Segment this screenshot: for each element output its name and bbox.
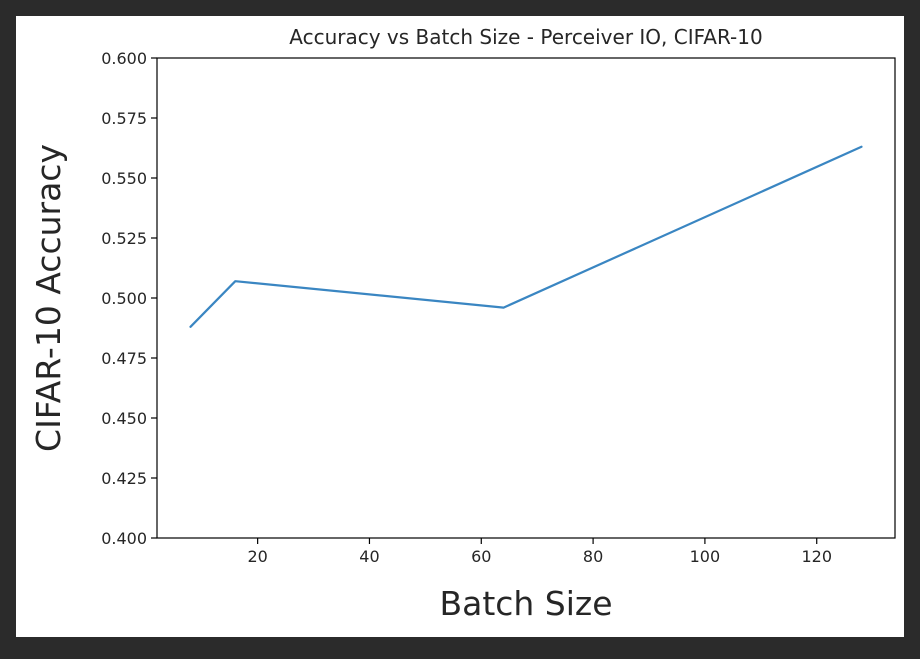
y-tick-label: 0.575 [101, 109, 147, 128]
x-tick-label: 20 [247, 547, 267, 566]
figure-background [16, 16, 904, 637]
chart-title: Accuracy vs Batch Size - Perceiver IO, C… [289, 25, 762, 49]
y-tick-label: 0.475 [101, 349, 147, 368]
x-tick-label: 40 [359, 547, 379, 566]
y-tick-label: 0.550 [101, 169, 147, 188]
x-tick-label: 120 [801, 547, 832, 566]
x-axis-label: Batch Size [439, 584, 612, 623]
y-tick-label: 0.500 [101, 289, 147, 308]
y-tick-label: 0.525 [101, 229, 147, 248]
x-tick-label: 60 [471, 547, 491, 566]
y-tick-label: 0.600 [101, 49, 147, 68]
x-tick-label: 100 [690, 547, 721, 566]
y-tick-label: 0.400 [101, 529, 147, 548]
y-tick-label: 0.425 [101, 469, 147, 488]
series-line [189, 145, 863, 328]
y-axis-label: CIFAR-10 Accuracy [29, 144, 68, 452]
x-tick-label: 80 [583, 547, 603, 566]
series-layer [189, 145, 863, 328]
ticks-layer: 20 40 60 80 100 120 0.400 0.425 0.450 0.475 0.500 0… [101, 49, 832, 566]
y-tick-label: 0.450 [101, 409, 147, 428]
plot-frame [156, 57, 896, 539]
